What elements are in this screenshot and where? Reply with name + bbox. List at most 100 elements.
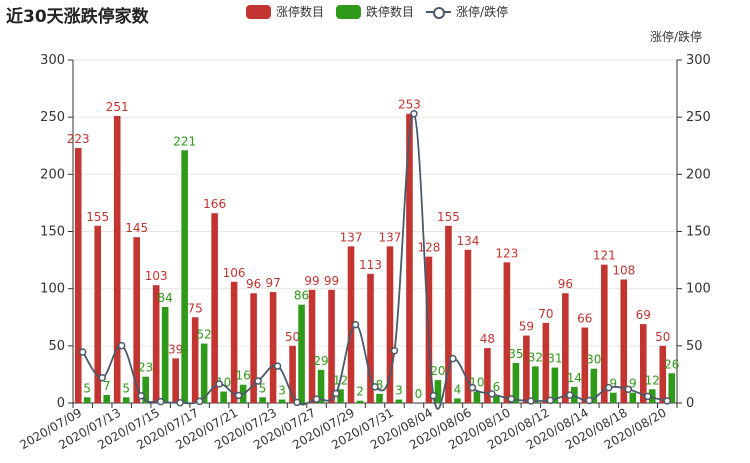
bar-limit-down <box>317 369 325 403</box>
point-ratio <box>234 391 243 400</box>
point-ratio <box>507 395 516 403</box>
bar-limit-up <box>230 281 238 403</box>
point-ratio <box>410 109 418 118</box>
bar-limit-down <box>298 304 305 403</box>
y-tick-label-left: 200 <box>40 167 65 182</box>
data-label-limit-up: 75 <box>188 301 203 315</box>
data-label-limit-down: 30 <box>586 353 601 367</box>
bar-limit-down <box>356 400 364 403</box>
bar-limit-down <box>629 392 637 403</box>
bar-limit-down <box>434 380 442 403</box>
bar-limit-up <box>269 292 277 403</box>
right-axis-title: 涨停/跌停 <box>650 29 702 44</box>
data-label-limit-down: 16 <box>235 369 250 383</box>
data-label-limit-down: 9 <box>609 377 617 391</box>
bar-limit-down <box>668 373 676 403</box>
point-ratio <box>312 395 321 403</box>
data-label-limit-down: 23 <box>138 361 153 375</box>
bar-limit-up <box>503 262 511 403</box>
bar-limit-up <box>542 322 550 403</box>
data-label-limit-down: 86 <box>294 289 309 303</box>
legend-swatch-limit-down <box>336 4 362 19</box>
bar-limit-up <box>581 327 589 403</box>
legend: 涨停数目 跌停数目 涨停/跌停 <box>246 3 520 20</box>
bar-limit-up <box>211 213 218 403</box>
point-ratio <box>156 397 165 406</box>
data-label-limit-up: 59 <box>519 320 534 334</box>
legend-label-limit-up: 涨停数目 <box>276 5 325 19</box>
bar-limit-up <box>367 273 374 403</box>
data-label-limit-down: 5 <box>122 381 130 395</box>
data-label-limit-down: 2 <box>356 385 364 399</box>
bar-limit-up <box>308 289 316 403</box>
data-label-limit-up: 145 <box>125 221 148 235</box>
y-tick-label-left: 100 <box>40 282 65 297</box>
point-ratio <box>488 390 496 398</box>
bar-limit-up <box>289 345 296 403</box>
point-ratio <box>215 380 223 388</box>
data-label-limit-down: 221 <box>173 134 196 148</box>
data-label-limit-down: 5 <box>259 381 267 395</box>
data-label-limit-up: 50 <box>655 330 670 344</box>
data-label-limit-up: 113 <box>359 258 382 272</box>
data-label-limit-up: 223 <box>67 132 90 146</box>
data-label-limit-down: 26 <box>664 357 679 371</box>
y-tick-label-left: 300 <box>40 53 65 68</box>
bar-limit-up <box>74 148 82 403</box>
legend-swatch-ratio <box>426 5 452 19</box>
legend-swatch-limit-up <box>246 4 271 19</box>
y-tick-label-right: 0 <box>686 396 694 411</box>
bar-limit-down <box>610 392 617 403</box>
data-label-limit-down: 31 <box>547 352 562 366</box>
data-label-limit-up: 70 <box>538 307 553 321</box>
point-ratio <box>585 396 594 405</box>
data-label-limit-up: 134 <box>456 234 479 248</box>
bar-limit-up <box>113 116 121 404</box>
point-ratio <box>605 383 613 392</box>
bar-limit-up <box>523 335 530 403</box>
data-label-limit-up: 99 <box>304 274 319 288</box>
bar-limit-up <box>639 324 647 403</box>
bar-limit-down <box>493 396 500 403</box>
data-label-limit-up: 108 <box>612 264 635 278</box>
bar-limit-down <box>142 376 149 403</box>
bar-limit-up <box>328 289 335 403</box>
data-label-limit-up: 48 <box>480 332 495 346</box>
bar-limit-up <box>347 246 355 403</box>
bar-limit-down <box>571 386 578 403</box>
data-label-limit-up: 121 <box>593 249 616 263</box>
bar-limit-up <box>172 358 179 403</box>
point-ratio <box>566 391 574 399</box>
point-ratio <box>293 398 301 407</box>
bar-limit-up <box>152 285 160 403</box>
data-label-limit-up: 155 <box>437 210 460 224</box>
point-ratio <box>527 397 535 405</box>
data-label-limit-down: 32 <box>528 350 543 364</box>
bar-limit-down <box>200 343 208 403</box>
bar-limit-down <box>648 389 656 403</box>
data-label-limit-down: 0 <box>415 387 423 401</box>
data-label-limit-down: 5 <box>83 381 91 395</box>
bar-limit-down <box>512 362 520 403</box>
y-tick-label-right: 50 <box>686 339 703 354</box>
bar-limit-down <box>473 391 481 403</box>
data-label-limit-up: 137 <box>340 230 363 244</box>
bar-limit-up <box>133 237 140 403</box>
data-label-limit-up: 39 <box>168 342 183 356</box>
bar-limit-down <box>395 399 403 403</box>
data-label-limit-down: 6 <box>493 380 501 394</box>
legend-item-limit-up[interactable]: 涨停数目 <box>246 3 324 20</box>
data-label-limit-down: 3 <box>278 384 286 398</box>
data-label-limit-up: 137 <box>379 230 402 244</box>
data-label-limit-down: 84 <box>158 291 173 305</box>
point-ratio <box>663 397 672 405</box>
data-label-limit-up: 128 <box>417 241 440 255</box>
bar-limit-down <box>551 367 559 403</box>
data-label-limit-up: 96 <box>558 277 573 291</box>
data-label-limit-down: 35 <box>508 347 523 361</box>
bar-limit-down <box>83 397 91 403</box>
legend-item-limit-down[interactable]: 跌停数目 <box>336 3 414 20</box>
legend-item-ratio[interactable]: 涨停/跌停 <box>426 3 508 20</box>
bar-limit-up <box>386 246 394 403</box>
bar-limit-down <box>532 366 539 403</box>
